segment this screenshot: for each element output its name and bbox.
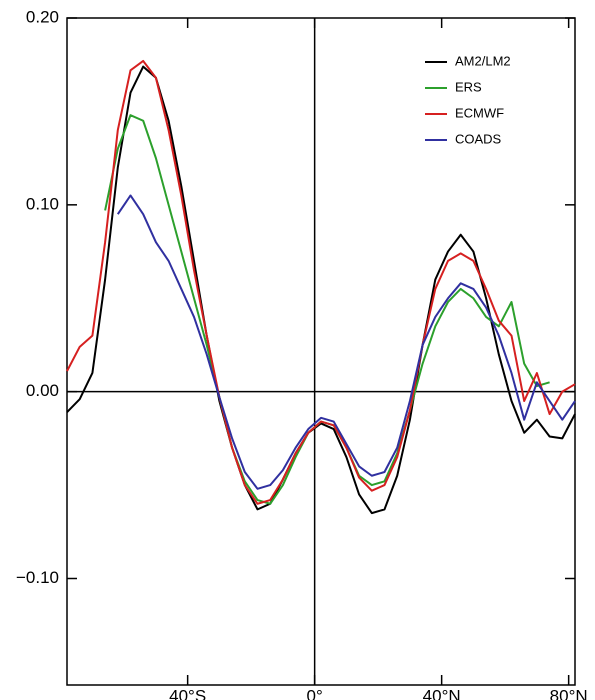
- legend-label: ERS: [455, 79, 482, 94]
- x-tick-label: 40°S: [169, 686, 206, 700]
- x-tick-label: 80°N: [550, 686, 588, 700]
- legend-label: COADS: [455, 131, 502, 146]
- plot-frame: [66, 17, 576, 686]
- x-tick-label: 40°N: [423, 686, 461, 700]
- x-tick-label: 0°: [307, 686, 323, 700]
- y-tick-label: 0.20: [26, 7, 59, 26]
- y-tick-label: 0.00: [26, 381, 59, 400]
- series-line: [116, 194, 576, 490]
- series-line: [66, 59, 576, 505]
- series-line: [104, 114, 550, 505]
- legend-label: AM2/LM2: [455, 53, 511, 68]
- y-tick-label: 0.10: [26, 194, 59, 213]
- legend-label: ECMWF: [455, 105, 504, 120]
- y-tick-label: −0.10: [16, 568, 59, 587]
